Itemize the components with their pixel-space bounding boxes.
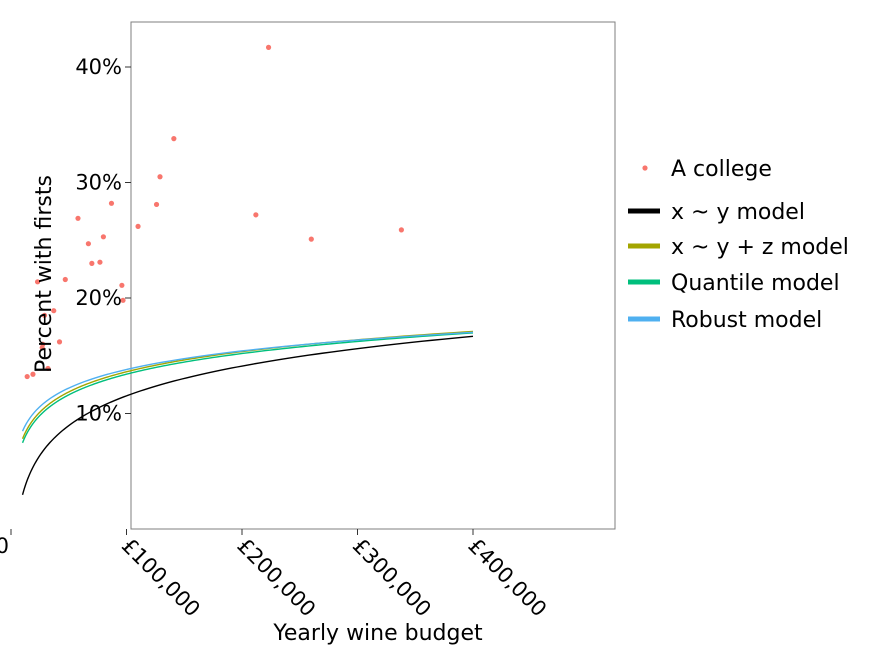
data-point <box>108 200 115 206</box>
legend-label: Quantile model <box>671 271 840 296</box>
y-tick-label: 20% <box>75 286 122 310</box>
series-line-0 <box>21 335 474 495</box>
x-axis-title: Yearly wine budget <box>272 621 483 646</box>
legend-key-point <box>642 165 648 171</box>
data-point <box>24 373 30 380</box>
y-tick-label: 30% <box>75 171 122 195</box>
legend-label: x ~ y model <box>671 200 805 225</box>
x-tick-label: £200,000 <box>232 534 320 622</box>
x-tick-label: £100,000 <box>117 534 205 622</box>
y-tick-label: 40% <box>75 55 122 79</box>
x-tick-label: 0 <box>0 534 9 558</box>
legend: A college x ~ y model x ~ y + z model Quant… <box>628 157 849 333</box>
data-point <box>34 279 41 285</box>
data-point <box>135 223 141 229</box>
y-tick-label: 10% <box>75 402 122 426</box>
y-axis-ticks: 10% 20% 30% 40% <box>75 55 131 426</box>
data-point <box>62 276 68 283</box>
data-point <box>153 201 160 208</box>
data-point <box>40 341 46 347</box>
series-line-3 <box>21 331 474 432</box>
data-point <box>398 227 404 233</box>
data-point <box>265 44 272 50</box>
data-point <box>45 365 51 372</box>
model-curves <box>21 330 474 495</box>
data-point <box>100 234 106 240</box>
data-point <box>97 259 103 265</box>
data-point <box>308 236 314 242</box>
data-point <box>41 312 48 318</box>
data-point <box>85 241 91 247</box>
data-point <box>119 282 125 288</box>
data-point <box>89 260 95 266</box>
data-point <box>157 174 163 180</box>
series-line-2 <box>21 332 474 444</box>
legend-label: Robust model <box>671 308 822 333</box>
data-point <box>120 297 126 303</box>
legend-label: x ~ y + z model <box>671 235 849 260</box>
x-tick-label: £300,000 <box>348 534 436 622</box>
legend-label: A college <box>671 157 772 182</box>
plot-panel <box>130 21 616 530</box>
data-point <box>30 371 36 377</box>
x-tick-label: £400,000 <box>463 534 551 622</box>
data-point <box>75 215 81 221</box>
data-point <box>56 339 63 345</box>
data-point <box>171 136 177 142</box>
x-axis-ticks: 0 £100,000 £200,000 £300,000 £400,000 <box>0 529 551 621</box>
data-point <box>51 308 57 314</box>
data-points <box>24 44 404 380</box>
y-axis-title: Percent with firsts <box>32 175 57 373</box>
data-point <box>253 212 259 218</box>
